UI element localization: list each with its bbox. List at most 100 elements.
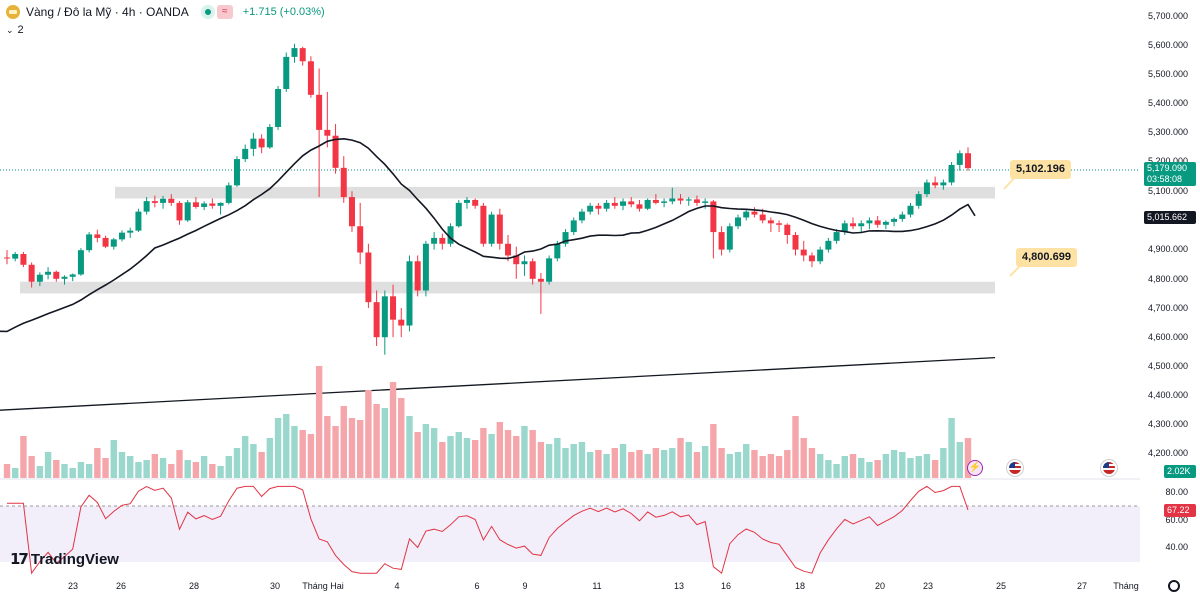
tradingview-wordmark: TradingView [30, 550, 119, 568]
candle-body [143, 201, 150, 212]
rsi-pane [0, 478, 1140, 575]
candle-body [316, 94, 323, 130]
volume-bar [77, 462, 85, 478]
candle-body [693, 199, 700, 203]
volume-bar [291, 426, 298, 478]
chevron-down-icon: ⌄ [6, 24, 14, 35]
us-flag-icon[interactable] [1007, 460, 1023, 476]
candle-body [554, 243, 561, 259]
time-tick: 27 [1076, 581, 1088, 591]
volume-bar [266, 438, 274, 478]
candle-body [45, 271, 52, 275]
rsi-line [7, 485, 969, 575]
settings-icon[interactable] [1168, 580, 1180, 592]
candle-body [940, 182, 947, 186]
price-tick: 5,300.000 [1147, 127, 1188, 137]
volume-bar [414, 432, 421, 478]
volume-bar [168, 464, 175, 478]
candle-body [94, 234, 101, 238]
volume-bar [964, 438, 972, 478]
candle-body [77, 250, 84, 275]
volume-bar [332, 426, 339, 478]
price-tick: 4,200.000 [1147, 448, 1188, 458]
volume-bar [94, 448, 101, 478]
volume-bar [825, 460, 832, 478]
volume-bar [381, 408, 389, 478]
moving-average-line [0, 137, 976, 333]
candle-body [176, 202, 183, 221]
candle-body [792, 235, 799, 250]
volume-bar [85, 464, 93, 478]
candle-body [570, 220, 577, 233]
indicators-toggle[interactable]: ⌄ 2 [6, 24, 24, 36]
volume-bar [324, 416, 331, 478]
price-callout-lower[interactable]: 4,800.699 [1016, 248, 1077, 267]
volume-bar [841, 456, 848, 478]
volume-bar [726, 454, 734, 478]
price-tick: 4,700.000 [1147, 303, 1188, 313]
symbol-title[interactable]: Vàng / Đô la Mỹ · 4h · OANDA [26, 5, 189, 19]
candle-body [915, 194, 922, 206]
candle-body [587, 205, 594, 212]
volume-bar [956, 442, 963, 478]
lightning-event-icon[interactable]: ⚡ [967, 460, 983, 476]
candle-body [833, 232, 840, 241]
candle-body [891, 218, 898, 222]
volume-bar [767, 454, 775, 478]
candle-body [710, 201, 717, 233]
candle-body [644, 199, 651, 209]
price-tick: 4,600.000 [1147, 332, 1188, 342]
price-callout-upper[interactable]: 5,102.196 [1010, 160, 1071, 179]
volume-bar [603, 454, 610, 478]
volume-bar [521, 426, 528, 478]
volume-bar [365, 390, 372, 478]
volume-bar [233, 448, 241, 478]
volume-bar [940, 448, 947, 478]
candle-body [784, 224, 791, 235]
volume-bar [570, 444, 577, 478]
candle-body [422, 243, 429, 291]
candle-body [455, 202, 462, 227]
candle-body [431, 237, 438, 244]
candle-body [102, 237, 109, 247]
volume-bar [685, 442, 692, 478]
candle-body [505, 243, 512, 256]
time-tick: 25 [995, 581, 1007, 591]
price-tick: 4,500.000 [1147, 361, 1188, 371]
volume-bar [496, 422, 504, 478]
candle-body [677, 198, 684, 201]
market-status[interactable]: ≈ [200, 5, 233, 19]
volume-bar [644, 454, 651, 478]
callout-pointer [1009, 265, 1021, 277]
symbol-header[interactable]: Vàng / Đô la Mỹ · 4h · OANDA ≈ +1.715 (+… [6, 4, 325, 20]
volume-bar [660, 450, 668, 478]
candle-body [965, 153, 971, 169]
candle-body [620, 201, 627, 206]
candle-body [201, 203, 208, 207]
candle-body [160, 198, 167, 203]
volume-bar [184, 460, 191, 478]
price-change: +1.715 (+0.03%) [242, 6, 325, 18]
us-flag-icon[interactable] [1101, 460, 1117, 476]
candle-body [718, 232, 725, 250]
zone-upper [115, 186, 995, 199]
volume-bar [866, 462, 873, 478]
volume-bar [406, 416, 413, 478]
volume-bar [554, 438, 561, 478]
volume-bar [586, 452, 594, 478]
volume-bar [759, 456, 766, 478]
volume-bar [669, 448, 676, 478]
candle-body [702, 201, 709, 203]
gold-icon [6, 5, 20, 19]
volume-bar [307, 434, 315, 478]
price-tick: 5,200.000 [1147, 156, 1188, 166]
support-resistance-zones [20, 175, 1021, 294]
tradingview-logo[interactable]: 17 TradingView [10, 550, 119, 568]
volume-bar [422, 424, 430, 478]
volume-bar [816, 454, 824, 478]
candle-body [866, 220, 873, 224]
last-price-badge: 5,179.090 03:58:08 [1144, 162, 1196, 186]
price-tick: 5,400.000 [1147, 98, 1188, 108]
volume-bar [315, 366, 323, 478]
